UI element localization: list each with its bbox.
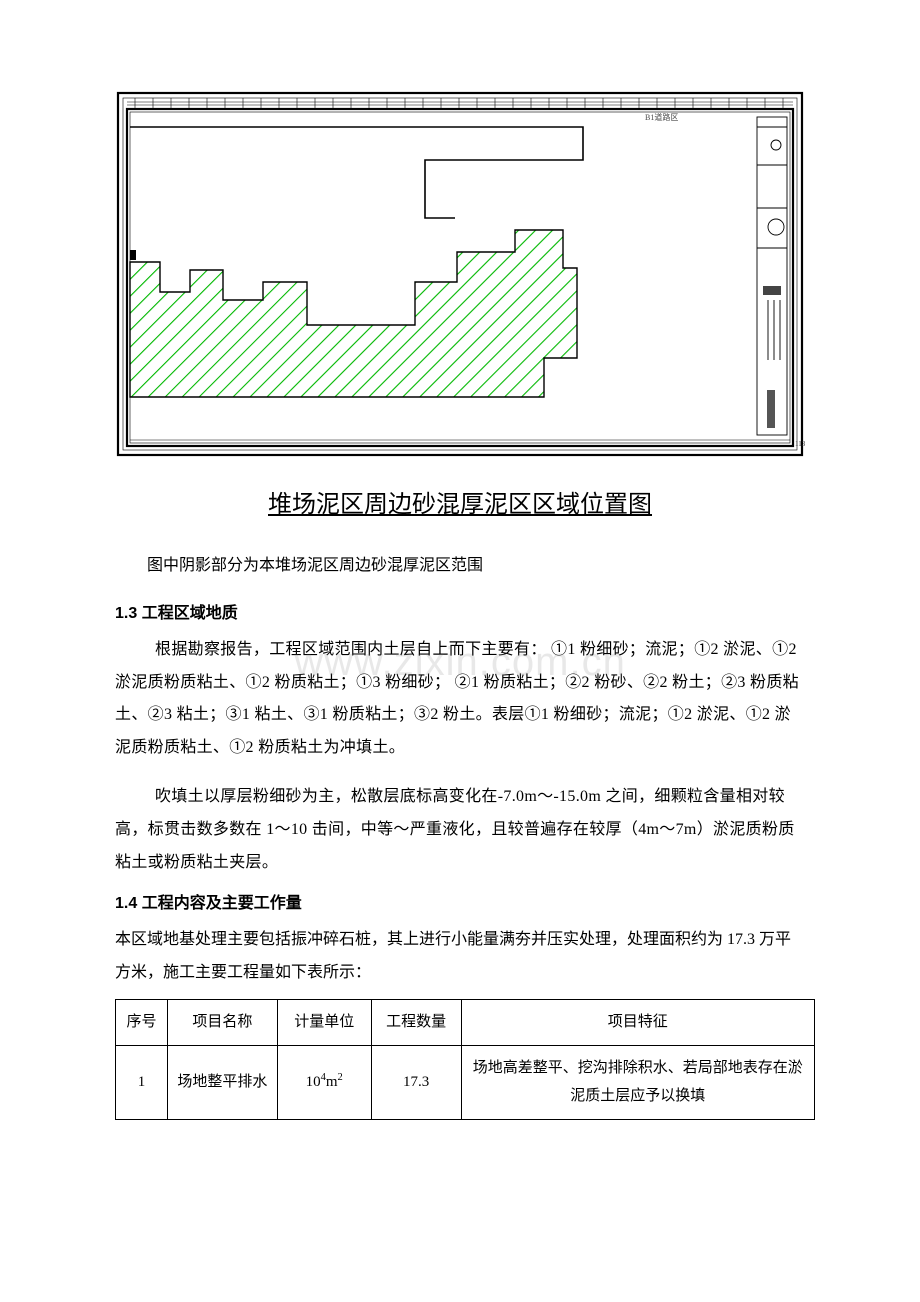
site-plan-svg: B1道路区 113 <box>115 90 805 458</box>
quantity-table: 序号 项目名称 计量单位 工程数量 项目特征 1 场地整平排水 104m2 17… <box>115 999 815 1120</box>
cell-qty: 17.3 <box>371 1045 461 1119</box>
diagram-title: 堆场泥区周边砂混厚泥区区域位置图 <box>115 483 805 529</box>
col-feat: 项目特征 <box>461 1000 814 1046</box>
svg-text:B1道路区: B1道路区 <box>645 112 678 122</box>
col-no: 序号 <box>116 1000 168 1046</box>
svg-text:113: 113 <box>795 440 805 448</box>
section-1-4-para: 本区域地基处理主要包括振冲碎石桩，其上进行小能量满夯并压实处理，处理面积约为 1… <box>115 924 805 990</box>
cell-feat: 场地高差整平、挖沟排除积水、若局部地表存在淤泥质土层应予以换填 <box>461 1045 814 1119</box>
site-plan-diagram: B1道路区 113 <box>115 90 805 469</box>
diagram-caption: 图中阴影部分为本堆场泥区周边砂混厚泥区范围 <box>115 551 805 581</box>
cell-no: 1 <box>116 1045 168 1119</box>
section-1-4-heading: 1.4 工程内容及主要工作量 <box>115 889 805 919</box>
cell-name: 场地整平排水 <box>167 1045 277 1119</box>
col-unit: 计量单位 <box>277 1000 371 1046</box>
cell-unit: 104m2 <box>277 1045 371 1119</box>
table-row: 1 场地整平排水 104m2 17.3 场地高差整平、挖沟排除积水、若局部地表存… <box>116 1045 815 1119</box>
col-qty: 工程数量 <box>371 1000 461 1046</box>
section-1-3-para-2: 吹填土以厚层粉细砂为主，松散层底标高变化在-7.0m～-15.0m 之间，细颗粒… <box>115 781 805 879</box>
table-header-row: 序号 项目名称 计量单位 工程数量 项目特征 <box>116 1000 815 1046</box>
section-1-3-heading: 1.3 工程区域地质 <box>115 599 805 629</box>
section-1-3-para-1: 根据勘察报告，工程区域范围内土层自上而下主要有： ①1 粉细砂；流泥；①2 淤泥… <box>115 634 805 765</box>
col-name: 项目名称 <box>167 1000 277 1046</box>
